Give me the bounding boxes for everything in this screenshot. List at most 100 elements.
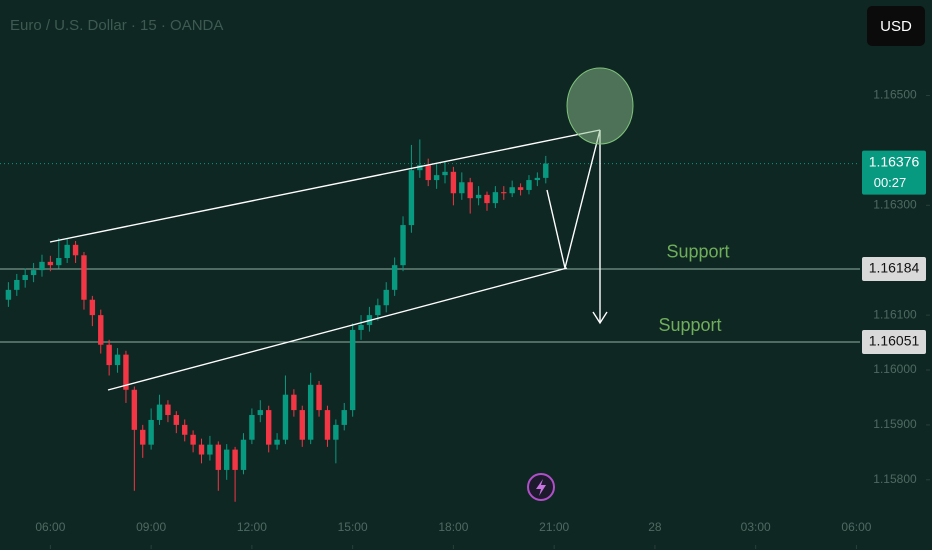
- candle-body: [475, 194, 482, 199]
- projection-path: [546, 129, 601, 322]
- price-label-bg: [862, 256, 926, 281]
- candle-body: [5, 289, 12, 300]
- candle-body: [417, 165, 423, 171]
- candle-body: [509, 187, 515, 194]
- candle-body: [467, 182, 473, 199]
- x-tick-label: 09:00: [136, 520, 166, 534]
- candle-body: [123, 354, 129, 390]
- support-label: Support: [658, 315, 721, 335]
- currency-button[interactable]: USD: [867, 6, 925, 46]
- x-tick-label: 06:00: [35, 520, 65, 534]
- candle-body: [408, 170, 415, 226]
- x-tick-label: 06:00: [841, 520, 871, 534]
- candle-body: [450, 171, 457, 194]
- overlay-layer: Support 1.16184 Support 1.16051 1.16376 00:27: [658, 150, 926, 355]
- candle-body: [316, 384, 322, 411]
- candle-body: [198, 444, 205, 455]
- candle-body: [517, 187, 524, 190]
- channel-upper-line: [49, 129, 601, 243]
- alert-icon-bolt[interactable]: [536, 479, 546, 496]
- candle-body: [106, 344, 112, 366]
- candle-body: [240, 439, 247, 470]
- current-price-label: 1.16376: [869, 153, 920, 169]
- candle-body: [156, 404, 163, 420]
- y-tick-label: 1.16100: [873, 307, 917, 321]
- candle-body: [492, 192, 499, 204]
- candle-body: [22, 275, 28, 280]
- candle-body: [543, 163, 549, 178]
- candle-body: [30, 270, 37, 276]
- candle-body: [425, 165, 431, 181]
- x-tick-label: 12:00: [237, 520, 267, 534]
- candle-body: [39, 261, 45, 271]
- currency-label[interactable]: USD: [880, 18, 912, 35]
- candle-body: [215, 444, 222, 470]
- candle-body: [173, 415, 180, 425]
- x-tick-label: 18:00: [438, 520, 468, 534]
- candle-body: [265, 410, 272, 445]
- x-tick-label: 28: [648, 520, 662, 534]
- candle-body: [114, 354, 121, 366]
- candle-body: [81, 255, 87, 300]
- candle-body: [459, 182, 465, 194]
- candle-body: [131, 389, 138, 430]
- candle-body: [14, 279, 20, 290]
- price-label: 1.16184: [869, 260, 920, 276]
- candle-body: [383, 289, 389, 306]
- candle-body: [526, 180, 532, 190]
- x-tick-label: 03:00: [741, 520, 771, 534]
- candle-body: [190, 434, 196, 445]
- chart-title: Euro / U.S. Dollar · 15 · OANDA: [10, 17, 223, 34]
- support-label: Support: [666, 242, 729, 262]
- y-tick-label: 1.15800: [873, 472, 917, 486]
- channel-lower-line: [107, 267, 568, 391]
- candle-body: [257, 410, 263, 416]
- candle-body: [47, 261, 54, 266]
- price-label-bg: [862, 330, 926, 355]
- y-tick-label: 1.16500: [873, 88, 917, 102]
- currency-button-bg[interactable]: [867, 6, 925, 46]
- x-tick-label: 15:00: [338, 520, 368, 534]
- candle-body: [148, 419, 154, 445]
- candle-body: [249, 415, 255, 440]
- x-tick-label: 21:00: [539, 520, 569, 534]
- candle-body: [207, 444, 213, 455]
- candle-body: [391, 265, 398, 290]
- candle-body: [375, 305, 381, 316]
- candle-body: [400, 225, 406, 266]
- drawings: [49, 129, 608, 391]
- y-tick-label: 1.16000: [873, 362, 917, 376]
- current-price-bg: [862, 150, 926, 195]
- candle-body: [282, 394, 289, 440]
- candle-body: [165, 404, 171, 416]
- alert-icon[interactable]: [527, 473, 555, 501]
- candle-body: [324, 410, 331, 440]
- candle-body: [534, 177, 541, 181]
- candle-body: [89, 299, 96, 316]
- candle-body: [72, 244, 79, 256]
- y-tick-label: 1.16300: [873, 197, 917, 211]
- candle-body: [182, 424, 188, 435]
- countdown-label: 00:27: [874, 175, 907, 190]
- candle-body: [64, 244, 70, 259]
- candle-body: [433, 175, 440, 181]
- candle-body: [224, 449, 230, 470]
- y-tick-label: 1.15900: [873, 417, 917, 431]
- candle-body: [307, 384, 314, 440]
- candle-body: [501, 192, 507, 194]
- candle-body: [442, 171, 448, 176]
- candle-body: [349, 329, 356, 411]
- candle-body: [341, 410, 347, 425]
- candle-body: [358, 324, 364, 330]
- candle-body: [98, 315, 104, 345]
- candle-body: [291, 394, 297, 411]
- candle-body: [333, 424, 339, 440]
- candle-body: [299, 410, 305, 440]
- candle-body: [56, 258, 62, 266]
- candle-body: [232, 449, 238, 470]
- arrow-head: [592, 311, 608, 325]
- price-label: 1.16051: [869, 333, 920, 349]
